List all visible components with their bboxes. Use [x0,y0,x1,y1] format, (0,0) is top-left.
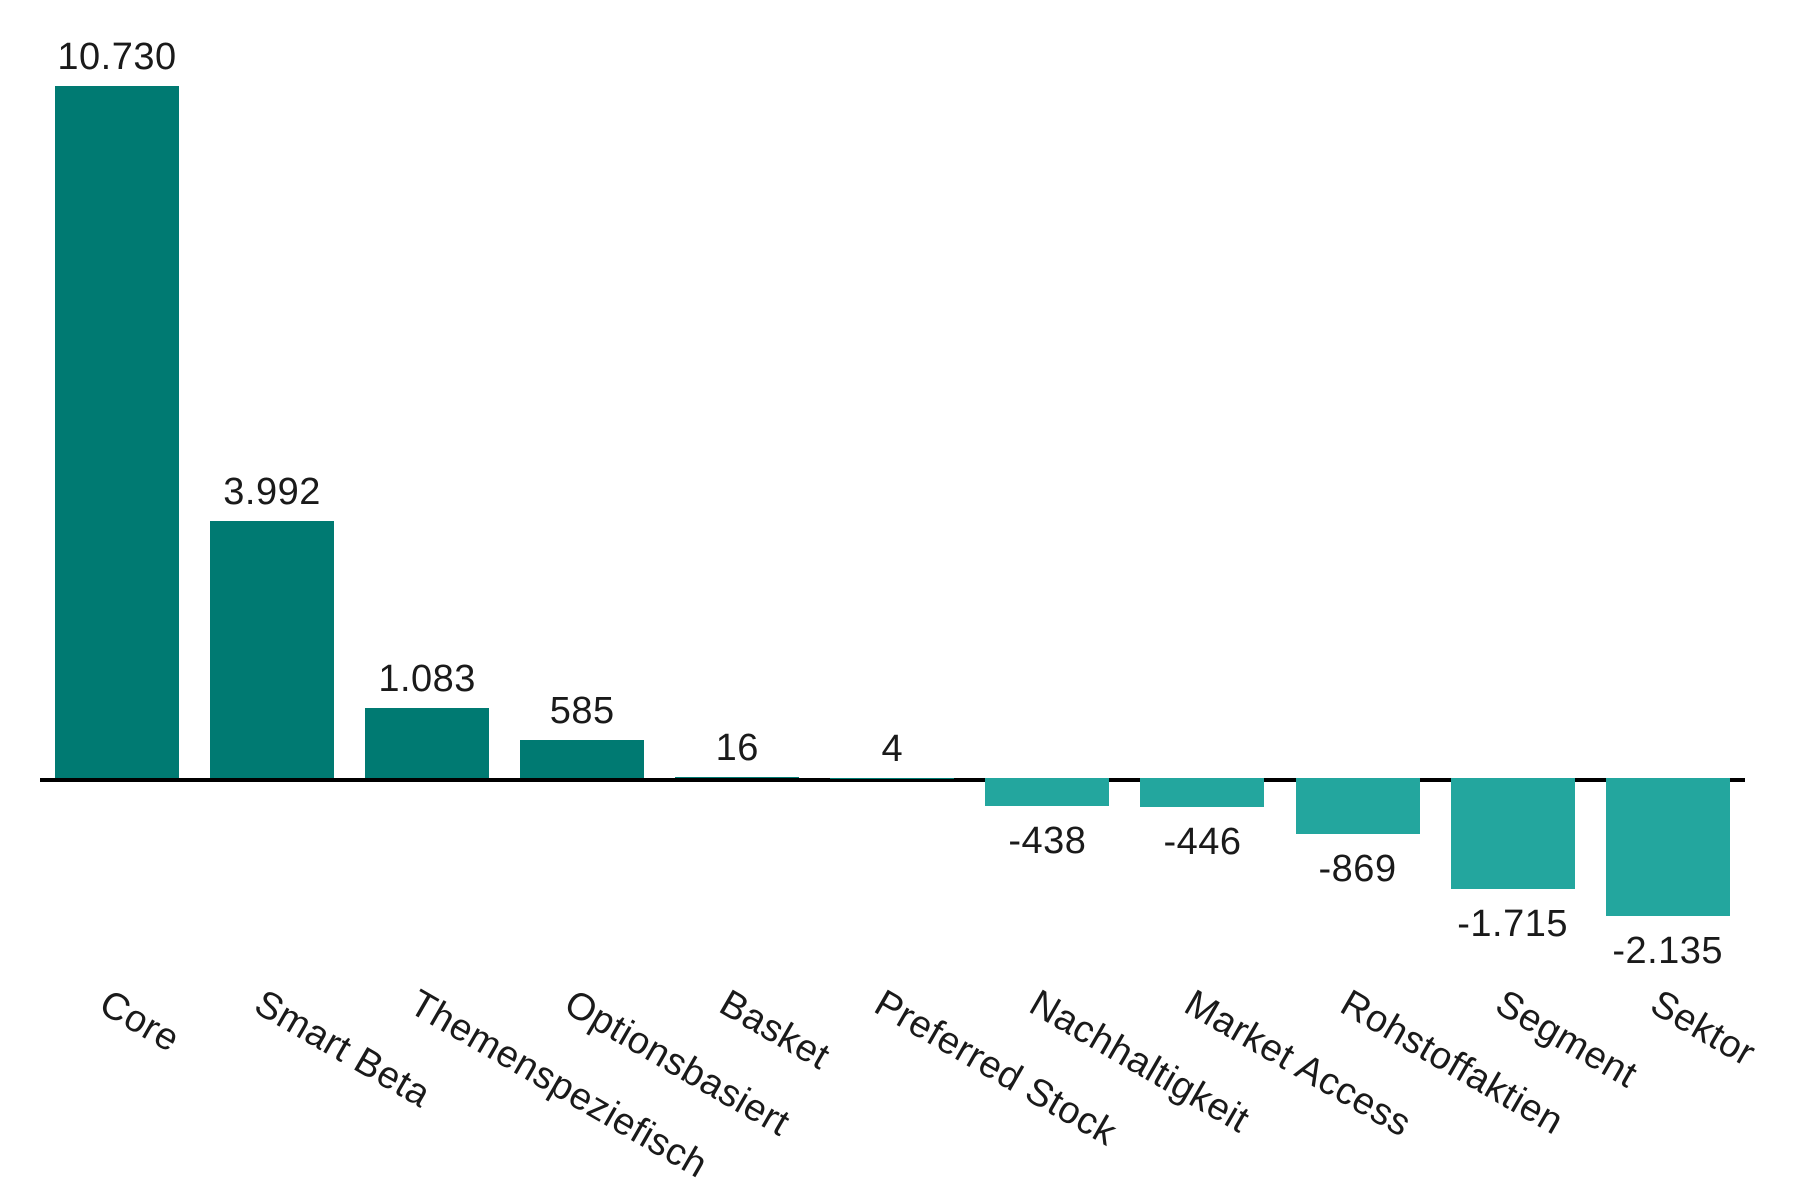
bar-value-label-smart-beta: 3.992 [223,470,321,513]
x-tick-label-basket: Basket [712,982,837,1079]
bar-rohstoffaktien [1295,778,1420,835]
bar-value-label-nachhaltigkeit: -438 [1008,820,1087,863]
x-axis-line [40,778,1745,782]
bar-value-label-market-access: -446 [1163,820,1242,863]
x-tick-label-smart-beta: Smart Beta [247,982,438,1117]
bar-optionsbasiert [520,740,645,778]
bar-basket [675,776,800,778]
bar-themenspeziefisch [365,708,490,778]
bar-value-label-rohstoffaktien: -869 [1318,848,1397,891]
bar-value-label-segment: -1.715 [1457,902,1568,945]
bar-market-access [1140,778,1265,807]
x-tick-label-themenspeziefisch: Themenspeziefisch [402,982,715,1187]
bar-value-label-preferred-stock: 4 [881,727,904,770]
x-tick-label-sektor: Sektor [1643,982,1762,1075]
bar-smart-beta [210,520,335,778]
bar-value-label-basket: 16 [715,726,759,769]
x-tick-label-core: Core [92,982,187,1061]
bar-segment [1450,778,1575,889]
bar-sektor [1605,778,1730,916]
bar-value-label-themenspeziefisch: 1.083 [378,658,476,701]
bar-nachhaltigkeit [985,778,1110,807]
bar-value-label-optionsbasiert: 585 [549,690,615,733]
bar-value-label-sektor: -2.135 [1612,929,1724,972]
bar-value-label-core: 10.730 [57,36,177,78]
bar-core [55,86,179,778]
